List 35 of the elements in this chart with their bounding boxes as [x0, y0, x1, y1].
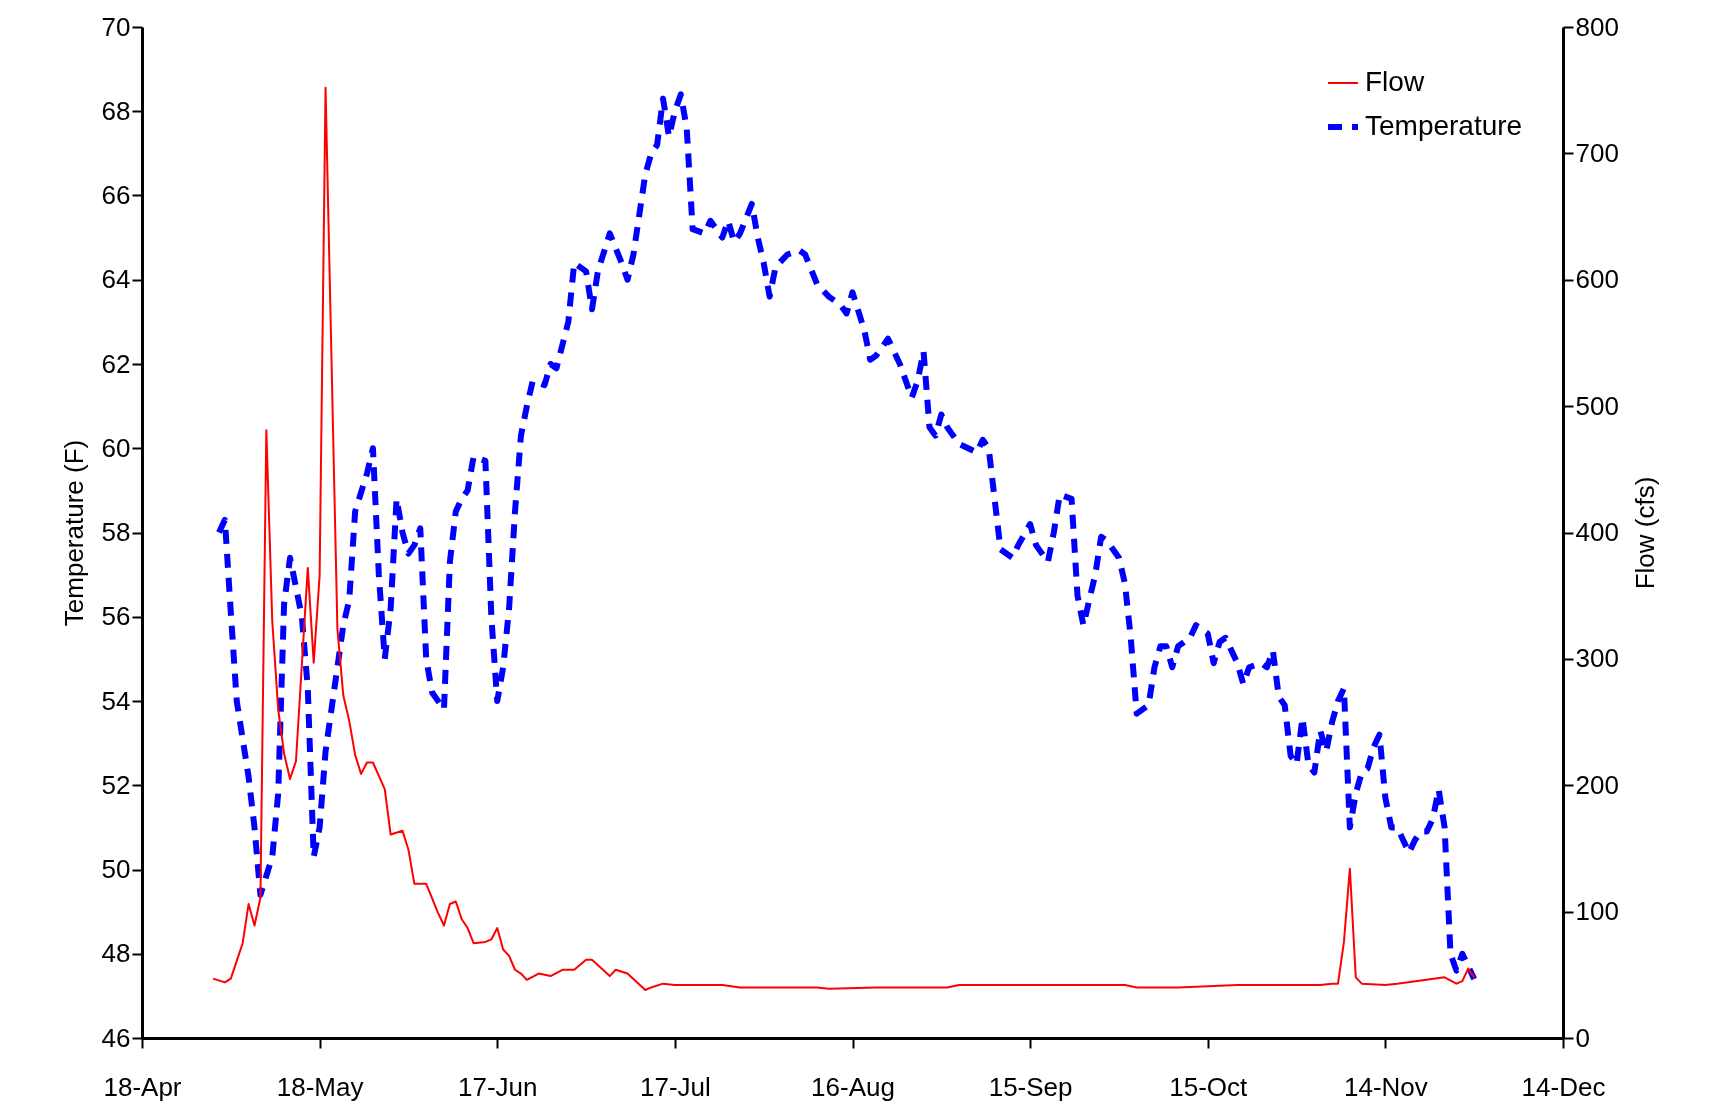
- y-tick-label: 66: [101, 180, 131, 210]
- y2-tick-label: 200: [1575, 769, 1619, 800]
- y2-tick-label: 300: [1575, 643, 1619, 674]
- y-tick-label: 68: [101, 95, 131, 126]
- y-tick-label: 60: [101, 432, 131, 463]
- x-tick-label: 18-Apr: [103, 1071, 182, 1102]
- y2-tick-label: 500: [1575, 390, 1619, 421]
- x-tick-label: 15-Oct: [1169, 1071, 1249, 1102]
- y2-tick-label: 700: [1575, 137, 1619, 168]
- y2-tick-label: 0: [1575, 1022, 1590, 1053]
- y-tick-label: 46: [101, 1022, 131, 1053]
- y-tick-label: 50: [101, 854, 131, 884]
- y-tick-label: 70: [101, 11, 131, 42]
- x-tick-label: 17-Jun: [458, 1071, 538, 1102]
- y2-tick-label: 600: [1575, 264, 1619, 295]
- y-tick-label: 62: [101, 348, 131, 379]
- x-tick-label: 17-Jul: [639, 1071, 711, 1102]
- y-tick-label: 56: [101, 601, 131, 632]
- y2-axis-title: Flow (cfs): [1629, 476, 1660, 590]
- x-tick-label: 18-May: [276, 1071, 364, 1102]
- legend-label: Temperature: [1365, 110, 1523, 141]
- x-tick-label: 14-Nov: [1343, 1071, 1428, 1102]
- y2-tick-label: 100: [1575, 896, 1619, 927]
- legend-label: Flow: [1365, 66, 1425, 97]
- y-axis-title: Temperature (F): [58, 439, 89, 627]
- y-tick-label: 58: [101, 517, 131, 547]
- x-tick-label: 14-Dec: [1521, 1071, 1606, 1102]
- y-tick-label: 48: [101, 938, 131, 969]
- y2-tick-label: 800: [1575, 11, 1619, 42]
- y-tick-label: 52: [101, 769, 131, 800]
- y-tick-label: 54: [101, 685, 131, 716]
- y2-tick-label: 400: [1575, 517, 1619, 547]
- x-tick-label: 16-Aug: [811, 1071, 895, 1102]
- x-tick-label: 15-Sep: [988, 1071, 1073, 1102]
- y-tick-label: 64: [101, 264, 131, 295]
